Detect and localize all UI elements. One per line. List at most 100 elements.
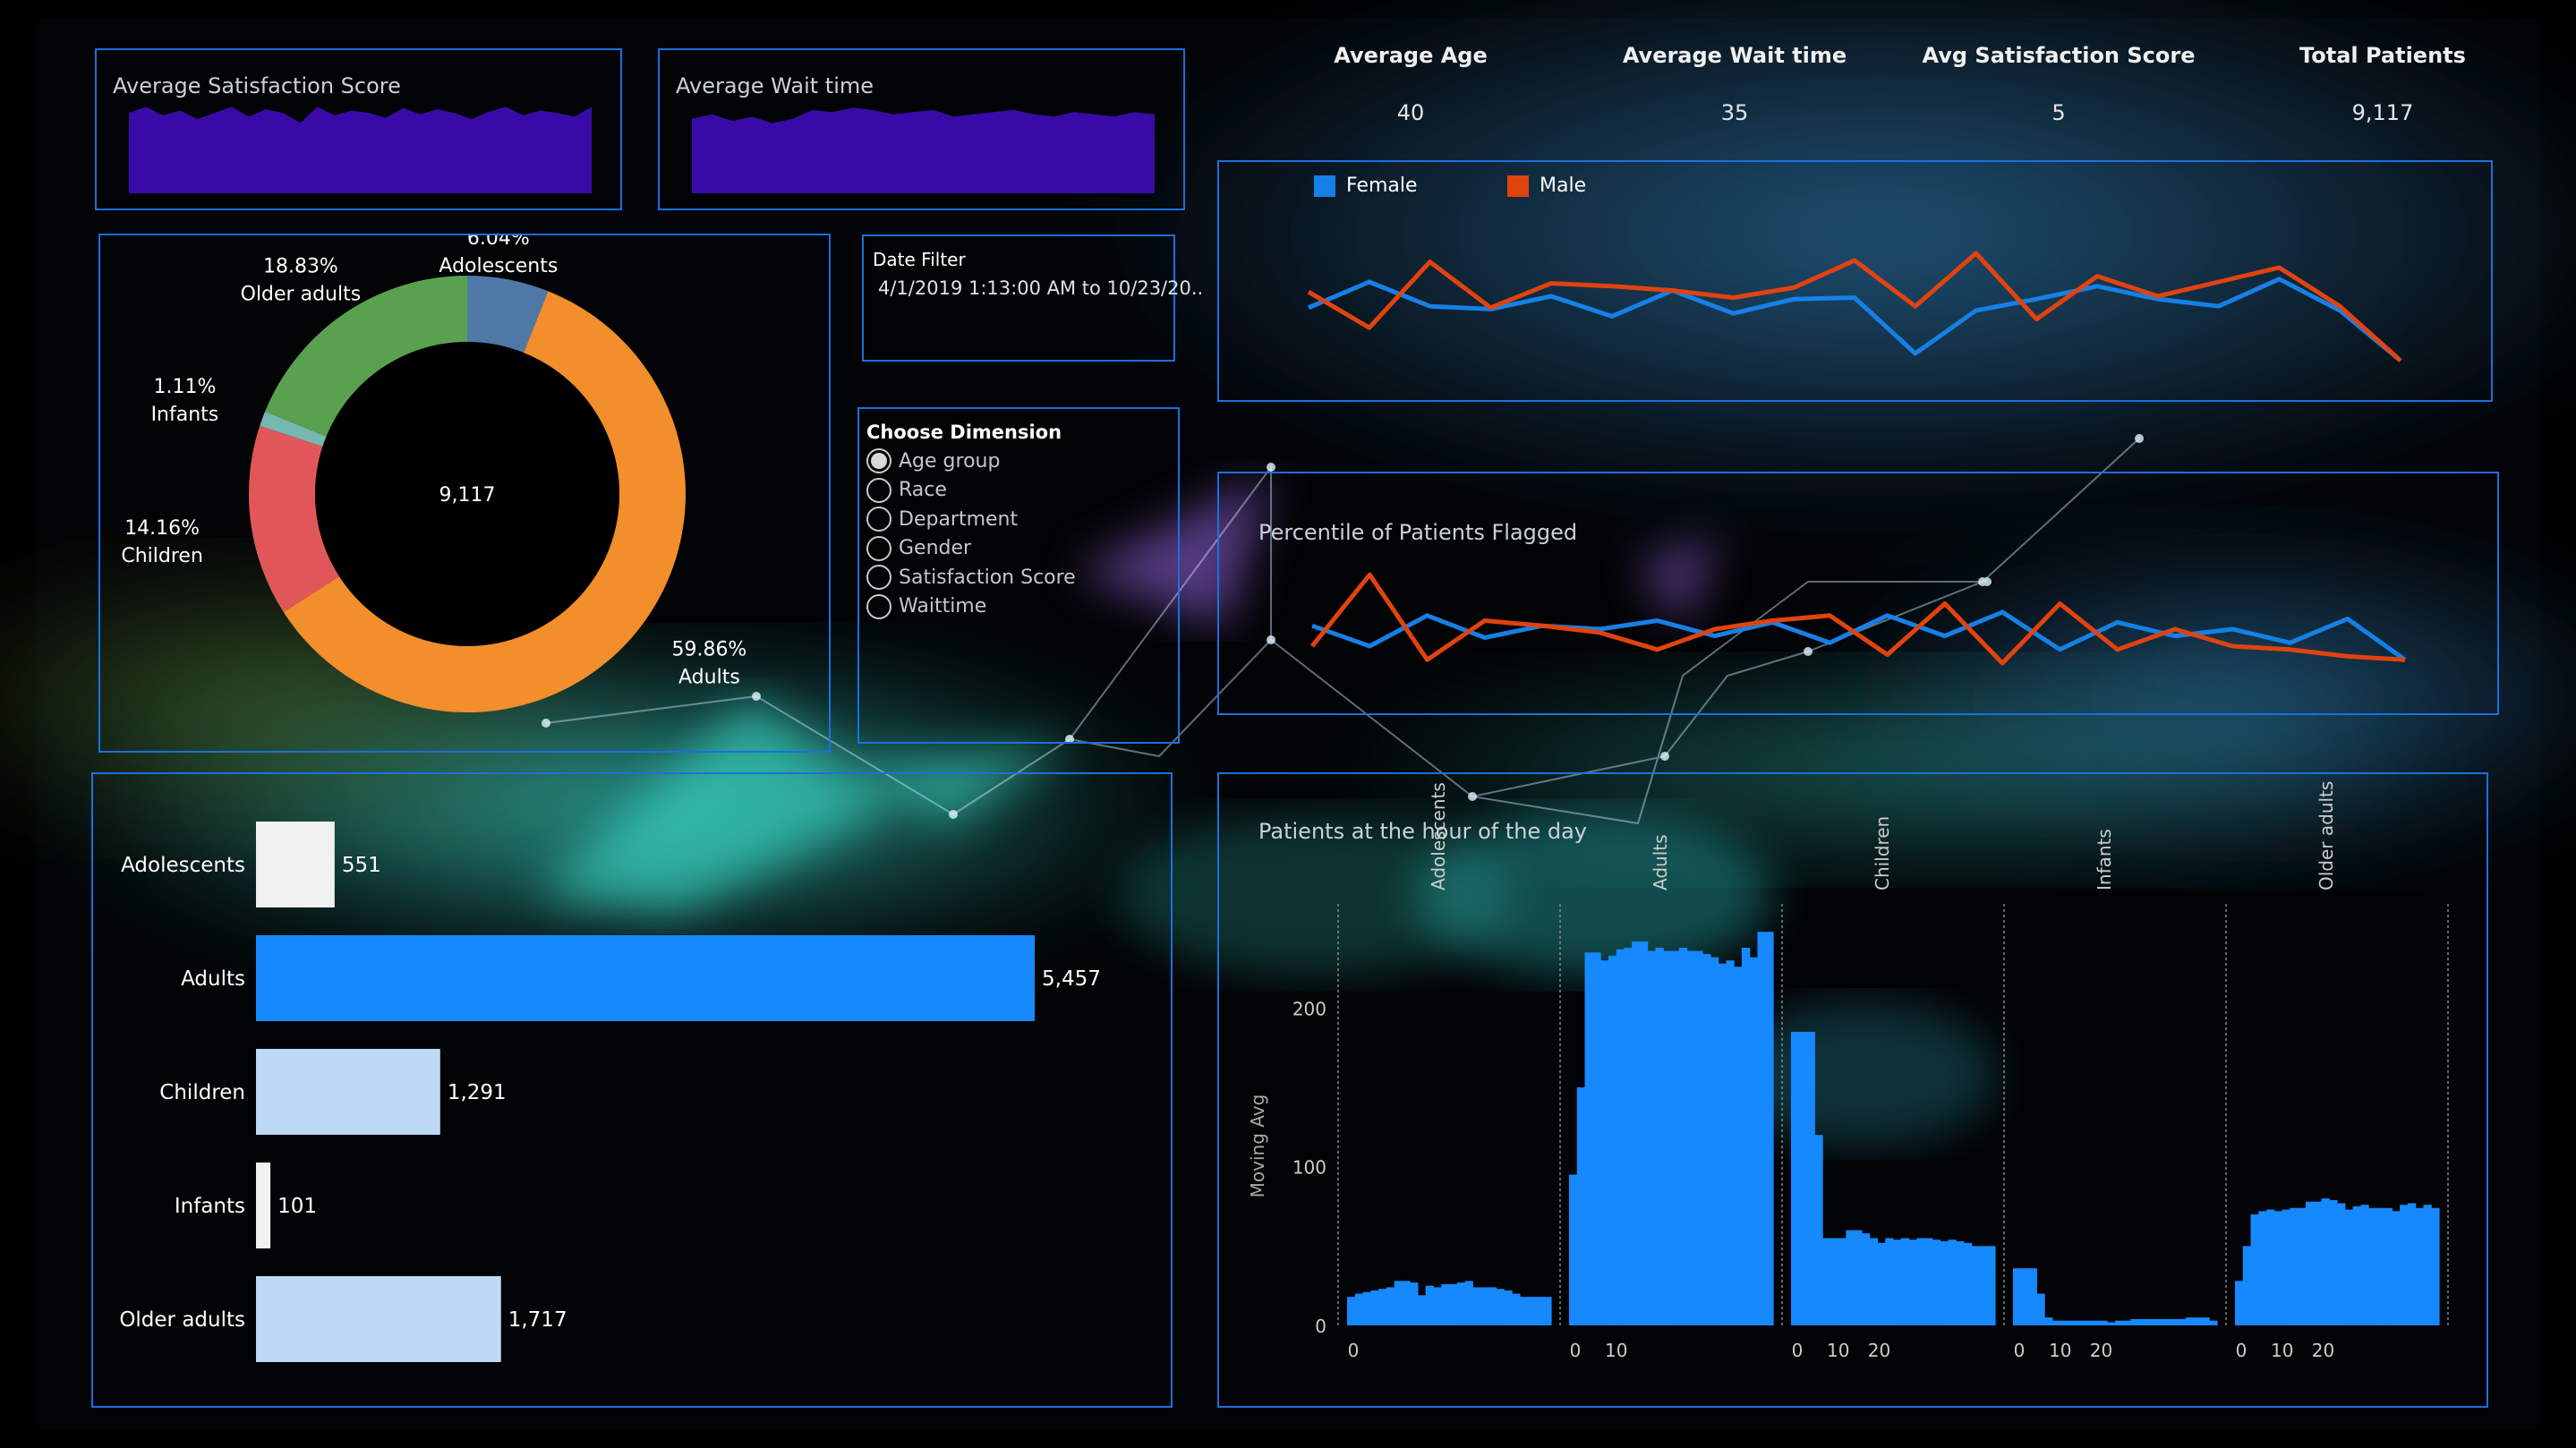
panel-header-label: Adolescents — [1428, 782, 1449, 890]
hour-bar — [2392, 1211, 2401, 1325]
hour-bar — [1663, 950, 1672, 1325]
radio-button[interactable] — [866, 448, 891, 474]
x-tick-label: 0 — [1570, 1340, 1582, 1361]
hour-bar — [1527, 1297, 1537, 1325]
hour-bar — [1963, 1242, 1973, 1325]
age-group-donut-panel: 6.04% Adolescents 59.86% Adults 14.16% Childr… — [98, 234, 831, 753]
hour-bar — [2360, 1205, 2369, 1325]
hour-bar — [1900, 1238, 1910, 1325]
hour-bar — [1885, 1238, 1894, 1325]
hour-bar — [2407, 1203, 2417, 1325]
radio-button[interactable] — [866, 593, 891, 619]
x-tick-label: 0 — [2014, 1340, 2026, 1361]
dimension-option-department[interactable]: Department — [866, 505, 1076, 534]
wait-panel-title: Average Wait time — [676, 73, 874, 98]
donut-category-label: Children — [121, 545, 203, 567]
dimension-option-gender[interactable]: Gender — [866, 534, 1076, 564]
date-filter-panel[interactable]: Date Filter 4/1/2019 1:13:00 AM to 10/23… — [862, 234, 1203, 362]
age-group-bar-chart[interactable]: Adolescents 551 Adults 5,457 Children 1,291 In… — [93, 774, 1171, 1406]
hour-bar — [2266, 1209, 2275, 1325]
x-tick-label: 10 — [2271, 1340, 2293, 1361]
hour-bar — [1734, 967, 1743, 1325]
hour-bar — [2305, 1201, 2315, 1325]
x-tick-label: 20 — [2312, 1340, 2334, 1361]
bar-category-label: Infants — [175, 1195, 245, 1218]
hour-bar — [1710, 957, 1719, 1325]
y-tick-label: 100 — [1292, 1157, 1326, 1179]
hour-bar — [2122, 1320, 2132, 1325]
hour-bar — [1402, 1281, 1411, 1325]
hour-bar — [2036, 1293, 2045, 1325]
gender-line-chart[interactable] — [1219, 162, 2491, 400]
bar-value-label: 101 — [277, 1195, 317, 1218]
hour-bar — [2154, 1318, 2163, 1325]
donut-category-label: Adolescents — [439, 255, 558, 277]
donut-slice-children — [248, 425, 340, 613]
hour-bar — [1979, 1246, 1988, 1325]
flagged-title: Percentile of Patients Flagged — [1258, 520, 1578, 545]
x-tick-label: 0 — [1348, 1340, 1360, 1361]
radio-button[interactable] — [866, 477, 891, 503]
age-group-donut-chart[interactable]: 6.04% Adolescents 59.86% Adults 14.16% Childr… — [100, 235, 829, 751]
hour-bar — [1362, 1291, 1371, 1325]
hour-bar — [2107, 1322, 2116, 1325]
x-tick-label: 10 — [1605, 1340, 1627, 1361]
legend-male-swatch — [1507, 175, 1529, 197]
dimension-option-satisfaction-score[interactable]: Satisfaction Score — [866, 563, 1076, 592]
hour-bar — [1519, 1297, 1529, 1325]
flagged-line-chart[interactable] — [1219, 473, 2497, 713]
radio-button[interactable] — [866, 507, 891, 532]
hour-bar — [2368, 1207, 2377, 1325]
hour-bar — [1386, 1287, 1395, 1325]
hour-bar — [1749, 957, 1759, 1325]
hour-bar — [2060, 1320, 2068, 1325]
radio-label: Department — [899, 507, 1019, 531]
hour-bar — [1854, 1230, 1863, 1325]
legend-female[interactable]: Female — [1314, 175, 1418, 197]
hour-bar — [1496, 1289, 1505, 1325]
x-tick-label: 10 — [2049, 1340, 2071, 1361]
dimension-option-race[interactable]: Race — [866, 476, 1076, 506]
hour-bar — [1504, 1290, 1513, 1325]
y-tick-label: 200 — [1292, 998, 1326, 1019]
dimension-option-waittime[interactable]: Waittime — [866, 592, 1076, 622]
dimension-radio-group: Age group Race Department Gender Satisfactio… — [866, 447, 1076, 621]
hour-bar — [1378, 1289, 1387, 1325]
date-filter-label: Date Filter — [873, 249, 966, 270]
hour-bar — [2130, 1318, 2139, 1325]
dimension-option-age-group[interactable]: Age group — [866, 447, 1076, 476]
hour-bar — [1608, 955, 1617, 1325]
hour-bar — [1535, 1297, 1544, 1325]
hour-bar — [2235, 1281, 2244, 1325]
hour-bar — [1464, 1281, 1473, 1325]
bar-infants — [256, 1163, 271, 1248]
hour-bar — [1354, 1293, 1364, 1325]
hour-bar — [1814, 1135, 1823, 1325]
donut-center-total: 9,117 — [439, 484, 496, 507]
hour-bar — [1456, 1282, 1466, 1325]
donut-category-label: Infants — [151, 404, 219, 426]
kpi-label: Avg Satisfaction Score — [1922, 43, 2196, 68]
radio-button[interactable] — [866, 565, 891, 591]
hour-bar — [1678, 948, 1688, 1325]
hour-bar — [1441, 1283, 1450, 1325]
hour-bar — [2329, 1199, 2338, 1325]
legend-male[interactable]: Male — [1507, 175, 1586, 197]
kpi-value: 35 — [1720, 100, 1749, 125]
hour-bar — [1410, 1282, 1419, 1325]
y-tick-label: 0 — [1315, 1316, 1326, 1337]
date-filter-value[interactable]: 4/1/2019 1:13:00 AM to 10/23/20.. — [878, 277, 1204, 299]
hourly-title: Patients at the hour of the day — [1258, 819, 1587, 844]
hour-bar — [2431, 1207, 2440, 1325]
hour-bar — [1702, 954, 1711, 1325]
donut-category-label: Adults — [678, 667, 740, 689]
bar-value-label: 1,291 — [448, 1081, 507, 1104]
donut-percent-label: 6.04% — [467, 235, 530, 250]
hour-bar — [2282, 1209, 2290, 1325]
radio-button[interactable] — [866, 535, 891, 561]
x-tick-label: 0 — [2236, 1340, 2248, 1361]
kpi-label: Average Age — [1334, 43, 1488, 68]
radio-label: Race — [899, 479, 947, 502]
